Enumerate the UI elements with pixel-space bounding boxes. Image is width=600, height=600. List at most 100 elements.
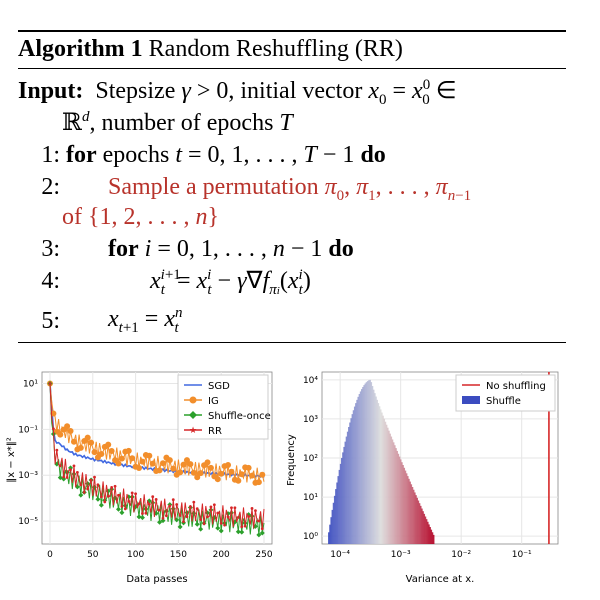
- histogram-bar: [417, 500, 420, 544]
- x-tick-label: 200: [213, 550, 230, 560]
- shuffle-once-marker: [95, 496, 101, 502]
- top-rule: [18, 30, 566, 32]
- histogram-bar: [422, 511, 424, 544]
- line-number: 5:: [41, 308, 60, 334]
- histogram-bar: [328, 532, 330, 544]
- shuffle-once-marker: [235, 529, 241, 535]
- ig-marker: [108, 447, 115, 454]
- histogram-bar: [390, 436, 393, 544]
- rr-marker: [175, 503, 179, 506]
- shuffle-once-marker: [194, 521, 200, 527]
- histogram-bar: [424, 516, 427, 544]
- histogram-bar: [363, 385, 366, 544]
- histogram-bar: [337, 476, 340, 544]
- rr-marker: [158, 508, 161, 512]
- rr-marker: [257, 519, 261, 523]
- rr-marker: [58, 464, 62, 468]
- variance-histogram: 10⁻⁴ 10⁻³ 10⁻² 10⁻¹ 10⁴ 10³ 10² 10¹ 10⁰ Frequenc…: [286, 371, 559, 585]
- histogram-bar: [345, 436, 348, 544]
- histogram-bar: [356, 399, 358, 544]
- rr-marker: [93, 475, 96, 479]
- bottom-rule: [18, 342, 566, 343]
- y-tick-label: 10⁻⁵: [18, 517, 38, 527]
- histogram-bar: [368, 380, 370, 544]
- line-number: 4:: [41, 268, 60, 294]
- figure: 0 50 100 150 200 250 10¹ 10⁻¹ 10⁻³ 10⁻⁵ ‖x − x*‖²…: [6, 371, 559, 585]
- histogram-bar: [371, 386, 374, 544]
- histogram-bar: [343, 446, 346, 544]
- histogram-bar: [370, 382, 373, 544]
- axes: 0 50 100 150 200 250 10¹ 10⁻¹ 10⁻³ 10⁻⁵: [18, 379, 273, 560]
- histogram-bar: [410, 484, 413, 544]
- algo-line-1: for epochs t = 0, 1, . . . , T − 1 do: [66, 142, 386, 168]
- histogram-bar: [388, 430, 390, 544]
- rr-marker: [52, 427, 55, 431]
- rr-marker: [254, 509, 257, 513]
- histogram-bar: [376, 399, 378, 544]
- rr-marker: [103, 500, 107, 504]
- rr-marker: [168, 504, 172, 508]
- rr-marker: [127, 499, 131, 503]
- line-number: 3:: [41, 236, 60, 262]
- histogram-bar: [357, 396, 360, 544]
- title-rule: [18, 68, 566, 69]
- shuffle-once-marker: [98, 502, 104, 508]
- x-tick-label: 150: [170, 550, 187, 560]
- rr-marker: [171, 498, 175, 502]
- rr-marker: [110, 486, 114, 489]
- rr-marker: [233, 506, 237, 510]
- rr-marker: [240, 525, 244, 529]
- rr-marker: [223, 523, 227, 527]
- rr-marker: [226, 515, 230, 519]
- ig-marker: [159, 460, 166, 467]
- histogram-bar: [360, 389, 363, 544]
- histogram-bar: [429, 527, 431, 544]
- shuffle-once-marker: [136, 514, 142, 520]
- ig-marker: [225, 461, 232, 468]
- x-tick-label: 10⁻⁴: [330, 550, 350, 560]
- histogram-bar: [397, 453, 400, 544]
- rr-marker: [123, 507, 127, 511]
- y-tick-label: 10¹: [303, 493, 318, 503]
- histogram-bar: [405, 473, 408, 544]
- shuffle-once-marker: [61, 476, 67, 482]
- rr-marker: [113, 484, 117, 488]
- histogram-bar: [340, 458, 343, 544]
- histogram-bar: [391, 439, 394, 544]
- x-tick-label: 10⁻²: [451, 550, 471, 560]
- algo-line-2: Sample a permutation π0, π1, . . . , πn−…: [108, 174, 472, 204]
- y-tick-label: 10⁻¹: [18, 425, 38, 435]
- histogram-bar: [413, 492, 416, 544]
- legend-marker-ig: [189, 396, 197, 404]
- histogram-bar: [401, 462, 403, 544]
- ig-marker: [125, 447, 132, 454]
- legend: SGD IG Shuffle-once ★ RR: [177, 374, 271, 440]
- histogram-bar: [378, 406, 381, 544]
- histogram-bar: [355, 403, 357, 544]
- histogram-bar: [335, 489, 337, 544]
- rr-marker: [147, 502, 151, 506]
- rr-marker: [182, 520, 185, 524]
- histogram-bar: [416, 497, 418, 544]
- legend-swatch-shuffle: [462, 396, 480, 404]
- rr-marker: [137, 502, 141, 506]
- rr-marker: [69, 468, 72, 472]
- legend-label-no-shuffling: No shuffling: [486, 381, 546, 392]
- shuffle-once-marker: [119, 510, 125, 516]
- rr-marker: [192, 500, 196, 504]
- rr-marker: [79, 483, 83, 487]
- histogram-bar: [431, 532, 434, 544]
- y-axis-label: ‖x − x*‖²: [6, 437, 17, 483]
- ig-marker: [245, 464, 252, 471]
- rr-marker: [199, 518, 203, 522]
- histogram-bar: [372, 389, 375, 544]
- x-axis-label: Variance at x.: [406, 574, 475, 585]
- histogram-bar: [383, 418, 386, 544]
- ig-marker: [255, 479, 262, 486]
- histogram-bar: [398, 456, 401, 544]
- rr-marker: [260, 527, 264, 531]
- ig-marker: [139, 458, 146, 465]
- histogram-bar: [382, 415, 384, 544]
- histogram-bar: [421, 508, 423, 544]
- line-number: 2:: [41, 174, 60, 200]
